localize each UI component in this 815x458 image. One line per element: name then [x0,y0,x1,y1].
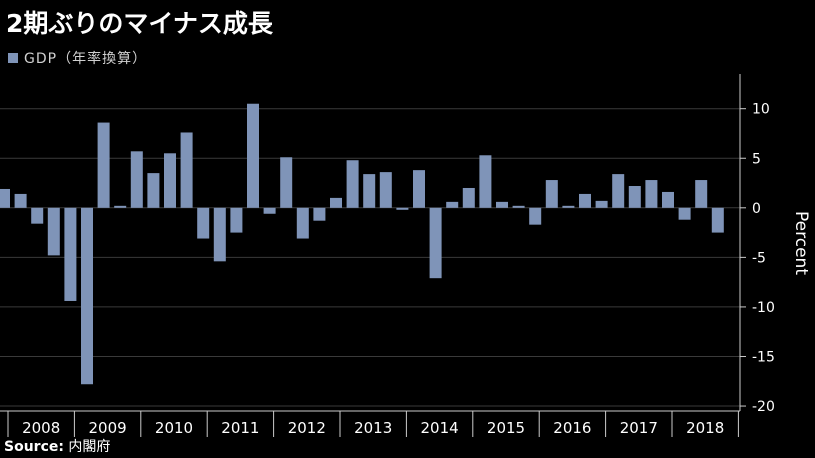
legend-swatch [8,53,18,63]
bar [579,193,591,208]
bar [695,180,708,208]
bar [164,153,176,208]
bar [496,201,508,208]
bar [429,207,442,279]
x-tick-label: 2011 [221,419,259,437]
bar [0,188,10,208]
bar [14,193,27,208]
bar [545,180,558,208]
bar [130,151,143,208]
bar [114,205,127,208]
bar [247,103,259,208]
bar [529,207,542,225]
x-tick-label: 2012 [288,419,326,437]
source-note: Source: 内閣府 [4,436,110,456]
bar [31,207,44,224]
x-tick-label: 2014 [421,419,459,437]
y-tick-label: -20 [752,399,775,415]
bar [595,200,608,208]
x-tick-label: 2018 [686,419,724,437]
bar [81,207,93,385]
bar [612,174,625,208]
y-axis-label: Percent [791,211,811,275]
bar [263,207,276,214]
bar [346,160,359,208]
y-tick-label: -5 [752,250,766,266]
bar [379,172,392,208]
x-tick-label: 2009 [89,419,127,437]
bar [64,207,77,301]
bar [678,207,691,220]
bar [446,201,459,208]
x-tick-label: 2017 [620,419,658,437]
bar [396,207,409,210]
chart-title: 2期ぶりのマイナス成長 [6,9,273,38]
bar [479,155,492,208]
bar [628,186,641,208]
source-text: 内閣府 [68,439,111,455]
bar [280,157,293,208]
y-tick-label: -15 [752,349,775,365]
bar [562,205,575,208]
bar [47,207,60,256]
source-label: Source: [4,439,64,455]
y-tick-label: -10 [752,300,775,316]
bar [97,122,110,208]
bar [147,173,160,208]
legend: GDP（年率換算） [8,48,147,68]
x-tick-label: 2016 [553,419,591,437]
bar [662,191,674,208]
y-tick-label: 10 [752,102,770,118]
bar [330,197,342,208]
bar [462,187,475,208]
x-tick-label: 2013 [354,419,392,437]
x-tick-label: 2010 [155,419,193,437]
x-tick-label: 2015 [487,419,525,437]
bar [512,205,525,208]
y-tick-label: 5 [752,151,761,167]
bar [363,174,376,208]
bar [711,207,724,233]
bar [645,180,658,208]
legend-label: GDP（年率換算） [24,51,148,67]
bar [230,207,243,233]
bar [180,132,193,208]
bar [296,207,309,239]
bar [413,170,425,208]
bar [213,207,226,262]
y-tick-label: 0 [752,201,761,217]
x-tick-label: 2008 [22,419,60,437]
bar [197,207,210,239]
bar [313,207,326,221]
